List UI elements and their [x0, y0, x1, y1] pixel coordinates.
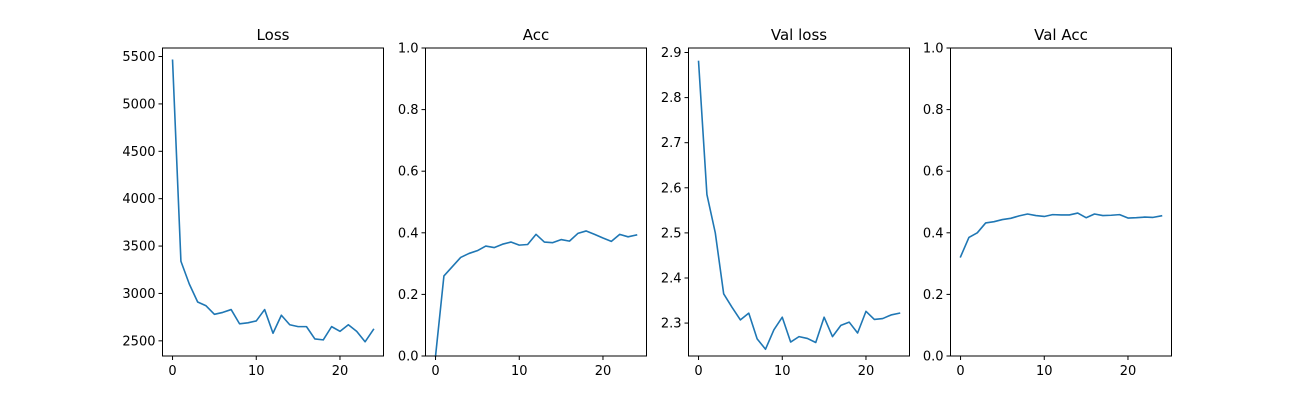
y-tick-label: 0.0: [398, 350, 419, 365]
x-tick-label: 20: [595, 364, 612, 379]
y-tick-label: 0.8: [923, 103, 944, 118]
subplot-title-loss: Loss: [257, 26, 290, 44]
y-tick-label: 2.8: [661, 91, 682, 106]
y-tick-label: 2500: [122, 334, 155, 349]
subplot-title-val-loss: Val loss: [771, 26, 827, 44]
y-tick-label: 2.3: [661, 317, 682, 332]
y-tick-label: 4000: [122, 192, 155, 207]
x-tick-label: 10: [1036, 364, 1053, 379]
y-tick-label: 5500: [122, 50, 155, 65]
subplot-title-acc: Acc: [523, 26, 550, 44]
x-tick-label: 0: [168, 364, 176, 379]
y-tick-label: 0.0: [923, 350, 944, 365]
y-tick-label: 2.5: [661, 226, 682, 241]
y-tick-label: 0.6: [923, 165, 944, 180]
series-line-acc: [434, 230, 638, 357]
series-line-loss: [171, 59, 375, 343]
y-tick-label: 0.8: [398, 103, 419, 118]
x-tick-label: 0: [694, 364, 702, 379]
subplot-val-loss: Val loss 0 10 20 2.3 2.4 2.5 2.6 2.7 2.8 2.9: [661, 26, 910, 379]
y-tick-label: 2.6: [661, 181, 682, 196]
y-tick-label: 4500: [122, 145, 155, 160]
y-tick-label: 0.2: [923, 288, 944, 303]
subplot-val-acc: Val Acc 0 10 20 0.0 0.2 0.4 0.6 0.8 1.0: [923, 26, 1172, 379]
x-tick-label: 10: [248, 364, 265, 379]
y-tick-label: 3500: [122, 240, 155, 255]
x-tick-label: 20: [332, 364, 349, 379]
y-tick-label: 0.4: [398, 226, 419, 241]
axes-frame-loss: [162, 47, 384, 357]
series-line-val-acc: [959, 212, 1163, 258]
y-tick-label: 2.7: [661, 136, 682, 151]
subplot-acc: Acc 0 10 20 0.0 0.2 0.4 0.6 0.8 1.0: [398, 26, 647, 379]
axes-frame-val-acc: [950, 47, 1172, 357]
subplot-loss: Loss 0 10 20 2500 3000 3500 4000 4500 5000 5500: [122, 26, 384, 379]
y-tick-label: 5000: [122, 97, 155, 112]
subplot-title-val-acc: Val Acc: [1034, 26, 1088, 44]
x-tick-label: 20: [1120, 364, 1137, 379]
series-line-val-loss: [697, 60, 901, 351]
y-tick-label: 2.4: [661, 271, 682, 286]
y-tick-label: 0.2: [398, 288, 419, 303]
x-tick-label: 20: [858, 364, 875, 379]
axes-frame-acc: [425, 47, 647, 357]
y-tick-label: 0.4: [923, 226, 944, 241]
axes-frame-val-loss: [688, 47, 910, 357]
x-tick-label: 10: [511, 364, 528, 379]
y-tick-label: 0.6: [398, 165, 419, 180]
x-tick-label: 0: [431, 364, 439, 379]
x-tick-label: 10: [774, 364, 791, 379]
x-tick-label: 0: [956, 364, 964, 379]
y-tick-label: 2.9: [661, 46, 682, 61]
y-tick-label: 1.0: [398, 42, 419, 57]
y-tick-label: 1.0: [923, 42, 944, 57]
y-tick-label: 3000: [122, 287, 155, 302]
